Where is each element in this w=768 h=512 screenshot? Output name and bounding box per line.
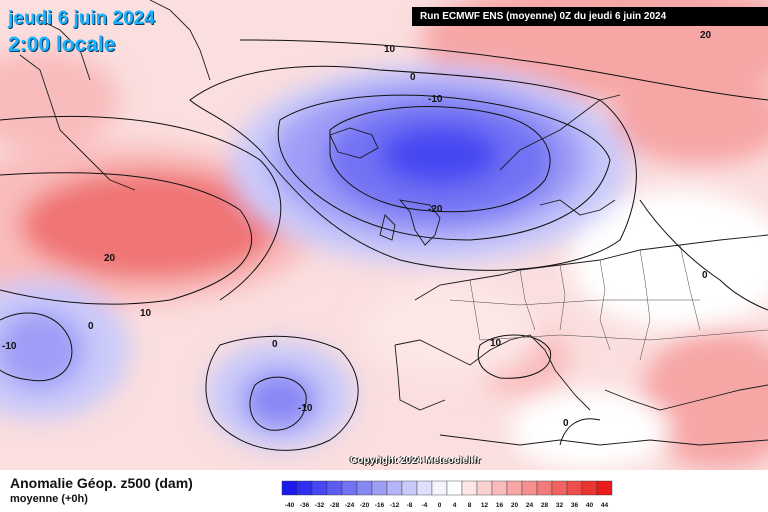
legend-tick-label: -20 (360, 502, 370, 509)
legend-swatch (326, 480, 343, 496)
contour-label: -10 (298, 403, 313, 414)
contour-label: 0 (563, 418, 569, 429)
legend-swatch (401, 480, 418, 496)
legend-swatch (461, 480, 478, 496)
legend-swatch (521, 480, 538, 496)
legend-tick-label: -40 (285, 502, 295, 509)
contour-label: -10 (2, 341, 17, 352)
contour-lines (0, 39, 768, 451)
legend-tick-label: 12 (481, 502, 489, 509)
legend-swatch (281, 480, 298, 496)
legend-tick-label: -12 (390, 502, 400, 509)
legend-swatch (536, 480, 553, 496)
forecast-time: 2:00 locale (8, 33, 116, 56)
legend-swatch (581, 480, 598, 496)
legend-swatch (386, 480, 403, 496)
legend-swatch (551, 480, 568, 496)
coastlines (19, 0, 768, 446)
legend-swatch (506, 480, 523, 496)
copyright-notice: Copyright 2024 Meteociel.fr (350, 455, 481, 466)
legend-tick-label: 24 (526, 502, 534, 509)
legend-swatch (311, 480, 328, 496)
legend-swatch (296, 480, 313, 496)
legend-swatch (566, 480, 583, 496)
contour-label: 0 (272, 339, 278, 350)
variable-subtitle: moyenne (+0h) (10, 493, 88, 505)
legend-swatch (446, 480, 463, 496)
color-scale-legend: -40 -36 -32 -28 -24 -20 -16 -12 -8 -4 0 4 8 12 16 20 24 2… (281, 480, 613, 509)
legend-swatch (371, 480, 388, 496)
legend-swatch (356, 480, 373, 496)
legend-tick-label: -8 (407, 502, 413, 509)
contour-label: 10 (140, 308, 152, 319)
contour-label: -10 (428, 94, 443, 105)
variable-title: Anomalie Géop. z500 (dam) (10, 475, 193, 491)
forecast-date: jeudi 6 juin 2024 (8, 8, 155, 29)
legend-tick-label: 40 (586, 502, 594, 509)
legend-tick-label: 36 (571, 502, 579, 509)
contour-label: -20 (428, 204, 443, 215)
legend-tick-label: 0 (438, 502, 442, 509)
legend-tick-label: 44 (601, 502, 609, 509)
legend-tick-label: 32 (556, 502, 564, 509)
run-info-banner: Run ECMWF ENS (moyenne) 0Z du jeudi 6 ju… (412, 7, 768, 26)
contour-label: 0 (88, 321, 94, 332)
legend-tick-label: 28 (541, 502, 549, 509)
legend-tick-label: 16 (496, 502, 504, 509)
legend-tick-label: -32 (315, 502, 325, 509)
country-borders (449, 244, 768, 361)
legend-swatch (416, 480, 433, 496)
legend-tick-label: 20 (511, 502, 519, 509)
legend-tick-label: 8 (468, 502, 472, 509)
anomaly-map: 10 20 0 -10 -20 20 10 0 -10 0 -10 10 0 0 (0, 0, 768, 470)
legend-tick-label: 4 (453, 502, 457, 509)
legend-tick-label: -28 (330, 502, 340, 509)
legend-swatch (431, 480, 448, 496)
contour-label: 0 (702, 270, 708, 281)
contour-label: 10 (490, 338, 502, 349)
contour-label-group: 10 20 0 -10 -20 20 10 0 -10 0 -10 10 0 0 (2, 30, 712, 429)
contour-label: 10 (384, 44, 396, 55)
legend-swatch (476, 480, 493, 496)
legend-swatch (491, 480, 508, 496)
legend-swatch (596, 480, 613, 496)
legend-tick-label: -4 (422, 502, 428, 509)
legend-tick-label: -16 (375, 502, 385, 509)
contour-label: 20 (104, 253, 116, 264)
contour-label: 0 (410, 72, 416, 83)
legend-tick-label: -36 (300, 502, 310, 509)
legend-tick-label: -24 (345, 502, 355, 509)
legend-swatch (341, 480, 358, 496)
anomaly-fields (0, 0, 768, 470)
contour-label: 20 (700, 30, 712, 41)
